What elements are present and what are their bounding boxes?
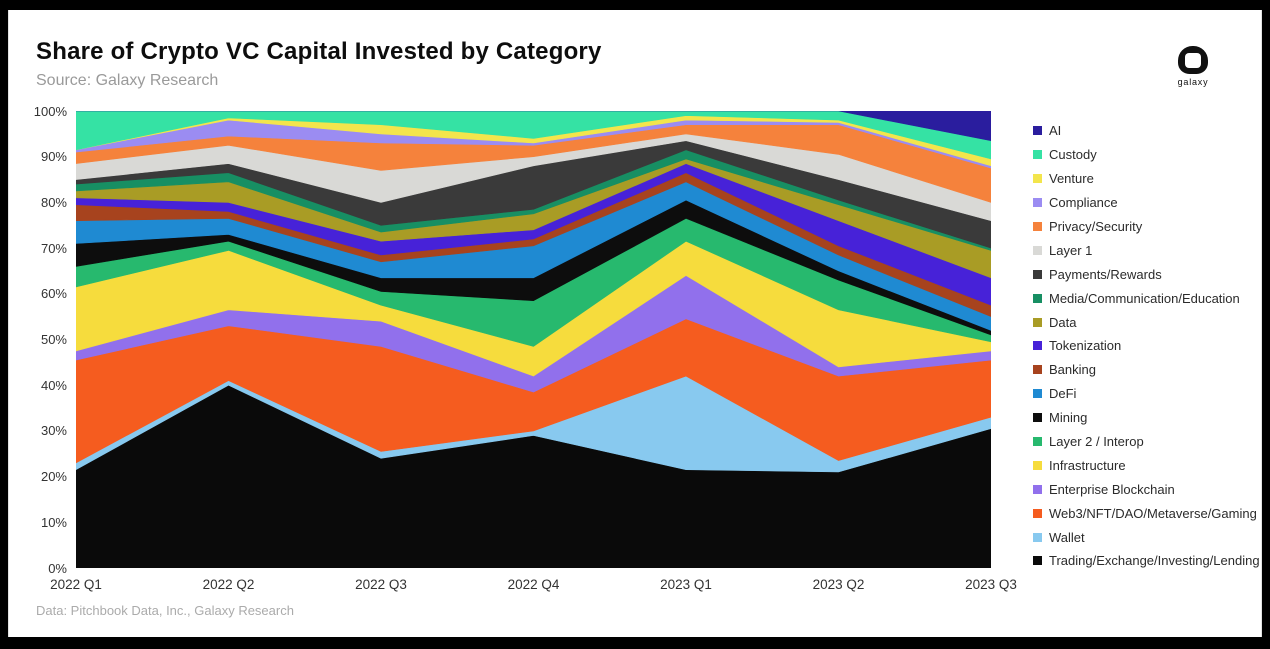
legend-item-enterprise-blockchain: Enterprise Blockchain (1033, 477, 1261, 501)
legend-swatch (1033, 341, 1042, 351)
legend-item-media-communication-education: Media/Communication/Education (1033, 286, 1261, 310)
legend-label: Wallet (1049, 529, 1085, 545)
legend-label: Media/Communication/Education (1049, 290, 1240, 306)
stacked-area-chart (76, 111, 991, 568)
data-attribution: Data: Pitchbook Data, Inc., Galaxy Resea… (36, 603, 294, 618)
legend-swatch (1033, 317, 1042, 327)
legend-item-venture: Venture (1033, 167, 1261, 191)
legend-label: Payments/Rewards (1049, 266, 1162, 282)
y-tick-label: 60% (40, 286, 67, 302)
legend-label: Enterprise Blockchain (1049, 481, 1175, 497)
legend-item-trading-exchange-investing-lending: Trading/Exchange/Investing/Lending (1033, 549, 1261, 573)
legend-item-ai: AI (1033, 119, 1261, 143)
y-tick-label: 70% (40, 240, 67, 256)
legend-label: Banking (1049, 362, 1096, 378)
legend-label: Mining (1049, 410, 1088, 426)
x-tick-label: 2022 Q1 (50, 577, 102, 592)
legend-label: Infrastructure (1049, 457, 1126, 473)
x-tick-label: 2022 Q4 (507, 577, 560, 592)
legend-item-infrastructure: Infrastructure (1033, 453, 1261, 477)
stacked-area-svg (76, 111, 991, 568)
legend-swatch (1033, 269, 1042, 279)
x-tick-label: 2023 Q2 (812, 577, 865, 592)
legend-item-layer-1: Layer 1 (1033, 238, 1261, 262)
legend-item-defi: DeFi (1033, 382, 1261, 406)
area-ai (76, 111, 991, 142)
legend-label: Custody (1049, 147, 1097, 163)
legend-item-custody: Custody (1033, 143, 1261, 167)
y-tick-label: 90% (40, 149, 67, 165)
y-tick-label: 20% (40, 469, 67, 485)
legend-swatch (1033, 198, 1042, 208)
source-subtitle: Source: Galaxy Research (36, 72, 219, 89)
legend-swatch (1033, 365, 1042, 375)
y-tick-label: 100% (33, 103, 67, 119)
legend-item-tokenization: Tokenization (1033, 334, 1261, 358)
legend-swatch (1033, 245, 1042, 255)
y-tick-label: 30% (40, 423, 67, 439)
legend-swatch (1033, 222, 1042, 231)
legend-item-layer-2-interop: Layer 2 / Interop (1033, 430, 1261, 454)
legend-item-wallet: Wallet (1033, 525, 1261, 549)
legend-swatch (1033, 556, 1042, 566)
legend-swatch (1033, 460, 1042, 470)
y-tick-label: 80% (40, 194, 67, 210)
legend-item-payments-rewards: Payments/Rewards (1033, 262, 1261, 286)
y-tick-label: 0% (48, 560, 67, 576)
legend-label: DeFi (1049, 386, 1077, 402)
legend-swatch (1033, 508, 1042, 518)
legend-label: Web3/NFT/DAO/Metaverse/Gaming (1049, 505, 1257, 521)
legend-item-compliance: Compliance (1033, 191, 1261, 215)
legend-swatch (1033, 174, 1042, 184)
galaxy-logo-icon (1178, 46, 1208, 74)
legend-label: Privacy/Security (1049, 219, 1143, 234)
legend-label: Venture (1049, 171, 1094, 187)
x-tick-label: 2023 Q3 (965, 577, 1017, 592)
y-axis: 0% 10% 20% 30% 40% 50% 60% 70% 80% 90% 100% (9, 104, 69, 576)
legend-swatch (1033, 437, 1042, 447)
legend-swatch (1033, 484, 1042, 494)
chart-legend: AI Custody Venture Compliance Privacy/Securi… (1033, 119, 1261, 573)
x-tick-label: 2023 Q1 (660, 577, 712, 592)
galaxy-logo-label: galaxy (1177, 77, 1209, 87)
legend-label: Data (1049, 314, 1077, 330)
y-tick-label: 40% (40, 377, 67, 393)
legend-swatch (1033, 150, 1042, 160)
area-custody (76, 111, 991, 160)
legend-swatch (1033, 126, 1042, 136)
legend-label: Layer 1 (1049, 242, 1093, 258)
legend-swatch (1033, 293, 1042, 303)
page-title: Share of Crypto VC Capital Invested by C… (36, 38, 602, 65)
report-card: Share of Crypto VC Capital Invested by C… (8, 10, 1262, 637)
galaxy-logo: galaxy (1161, 46, 1225, 87)
legend-swatch (1033, 389, 1042, 399)
legend-label: Tokenization (1049, 338, 1122, 354)
legend-label: Compliance (1049, 195, 1118, 211)
legend-swatch (1033, 532, 1042, 542)
legend-swatch (1033, 413, 1042, 423)
x-axis: 2022 Q1 2022 Q2 2022 Q3 2022 Q4 2023 Q1 2023 … (50, 577, 1017, 597)
legend-item-data: Data (1033, 310, 1261, 334)
legend-item-banking: Banking (1033, 358, 1261, 382)
x-tick-label: 2022 Q2 (202, 577, 255, 592)
legend-item-privacy-security: Privacy/Security (1033, 215, 1261, 239)
legend-item-web3-nft-dao-metaverse-gaming: Web3/NFT/DAO/Metaverse/Gaming (1033, 501, 1261, 525)
legend-label: AI (1049, 123, 1062, 139)
x-tick-label: 2022 Q3 (355, 577, 407, 592)
legend-label: Trading/Exchange/Investing/Lending (1049, 553, 1260, 569)
legend-item-mining: Mining (1033, 406, 1261, 430)
y-tick-label: 50% (40, 332, 67, 347)
y-tick-label: 10% (40, 514, 67, 530)
legend-label: Layer 2 / Interop (1049, 434, 1144, 450)
